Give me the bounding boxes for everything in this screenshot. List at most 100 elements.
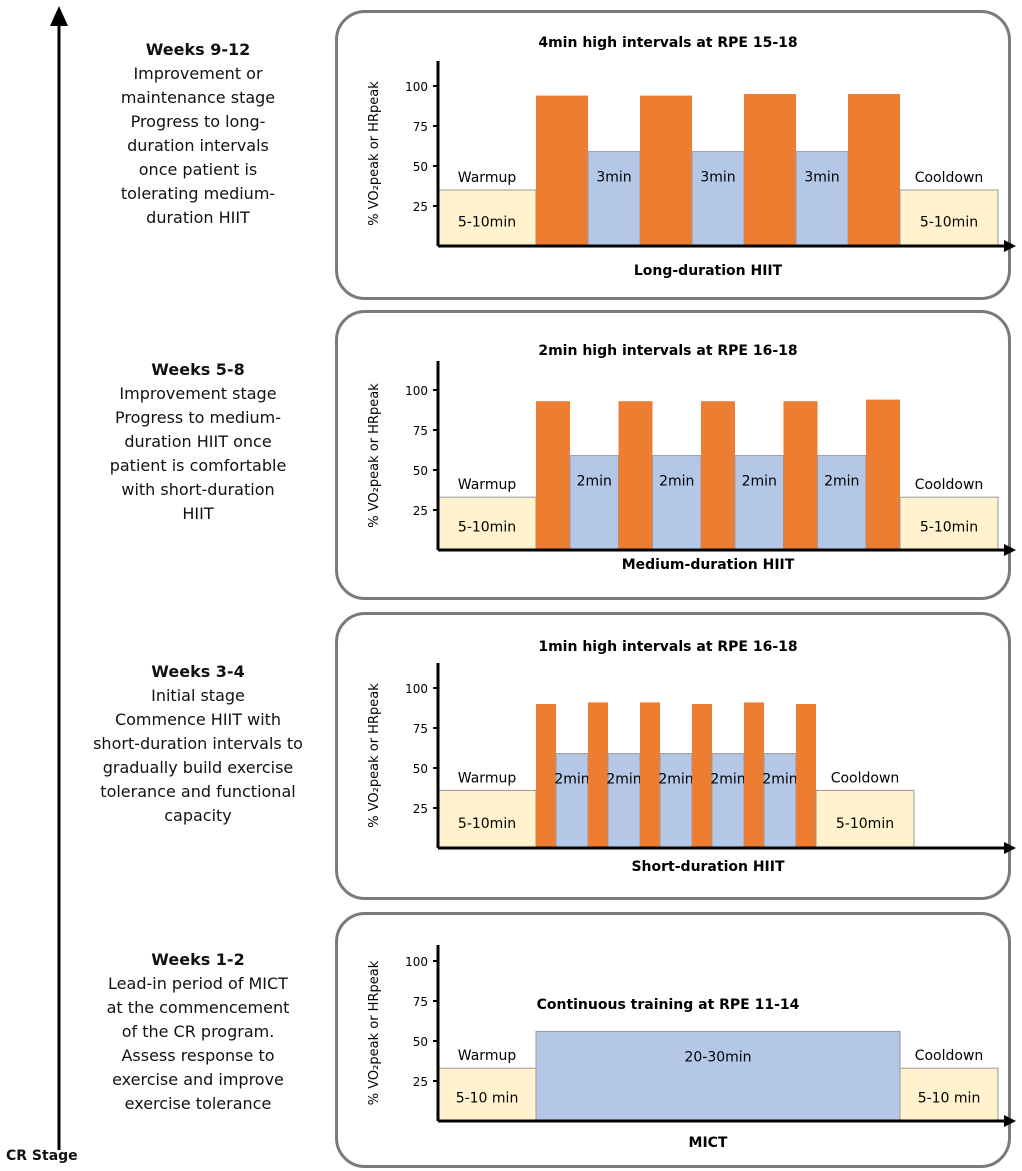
segment-duration-label: 2min [742,474,777,490]
segment-duration-label: 3min [596,170,631,186]
high-segment [744,702,764,848]
panel-header: 4min high intervals at RPE 15-18 [538,35,797,51]
y-tick-label: 100 [405,955,428,969]
segment-duration-label: 2min [554,772,589,788]
high-segment [692,704,712,848]
low-segment [711,753,745,849]
segment-duration-label: 2min [710,772,745,788]
y-tick-label: 75 [413,722,428,736]
high-segment [866,399,900,550]
warm-segment [899,1067,999,1122]
segment-duration-label: 5-10min [458,816,516,832]
segment-duration-label: 5-10min [920,214,978,230]
y-tick-label: 75 [413,995,428,1009]
x-axis-arrow-icon [1004,240,1016,252]
segment-duration-label: 2min [577,474,612,490]
y-tick-label: 50 [413,762,428,776]
low-segment [795,151,849,247]
stage-title: Weeks 9-12 [145,40,251,59]
high-segment [848,94,900,246]
protocol-diagram: Warmup 5-10 min 20-30min Cooldown 5-10 min 10… [367,945,1016,1151]
low-segment [691,151,745,247]
segment-duration-label: 5-10 min [456,1091,519,1107]
protocol-diagram: Warmup 5-10min 2min 2min 2min 2min Cooldown 5-1… [367,343,1016,573]
segment-top-label: Cooldown [915,170,984,186]
x-axis-label: Long-duration HIIT [634,263,783,279]
y-tick-label: 25 [413,200,428,214]
segment-duration-label: 5-10 min [918,1091,981,1107]
segment-duration-label: 2min [658,772,693,788]
y-tick-label: 75 [413,120,428,134]
y-tick-label: 25 [413,1075,428,1089]
axis-label-cr-stage: CR Stage [6,1148,78,1164]
y-tick-label: 50 [413,160,428,174]
stage-title: Weeks 3-4 [151,662,245,681]
y-axis-label: % VO₂peak or HRpeak [367,683,382,828]
low-segment [555,753,589,849]
stage-text-weeks-5-8: Weeks 5-8 Improvement stage Progress to … [64,358,332,526]
y-tick-label: 100 [405,682,428,696]
segment-duration-label: 2min [606,772,641,788]
segment-duration-label: 20-30min [684,1049,751,1065]
low-segment [607,753,641,849]
panel-header: Continuous training at RPE 11-14 [537,997,800,1013]
y-tick-label: 75 [413,424,428,438]
arrow-head-icon [50,6,68,26]
stage-description: Improvement stage Progress to medium- du… [109,384,287,523]
segment-top-label: Warmup [458,170,517,186]
stage-description: Improvement or maintenance stage Progres… [120,64,276,227]
stage-title: Weeks 5-8 [151,360,245,379]
y-tick-label: 50 [413,1035,428,1049]
high-segment [536,401,570,550]
high-segment [536,704,556,848]
low-segment [535,1030,901,1122]
low-segment [734,455,784,551]
segment-duration-label: 5-10min [836,816,894,832]
stage-description: Initial stage Commence HIIT with short-d… [93,686,303,825]
panel-mict: Warmup 5-10 min 20-30min Cooldown 5-10 min 10… [335,912,1016,1168]
segment-duration-label: 3min [700,170,735,186]
x-axis-label: Short-duration HIIT [631,859,785,875]
segment-top-label: Warmup [458,770,517,786]
low-segment [587,151,641,247]
panel-header: 2min high intervals at RPE 16-18 [538,343,797,359]
stage-text-weeks-3-4: Weeks 3-4 Initial stage Commence HIIT wi… [64,660,332,828]
y-axis-label: % VO₂peak or HRpeak [367,81,382,226]
high-segment [701,401,735,550]
y-tick-label: 50 [413,464,428,478]
x-axis-label: Medium-duration HIIT [622,557,795,573]
y-tick-label: 25 [413,802,428,816]
high-segment [640,702,660,848]
y-tick-label: 25 [413,504,428,518]
stage-description: Lead-in period of MICT at the commenceme… [106,974,290,1113]
low-segment [652,455,702,551]
high-segment [618,401,653,550]
high-segment [796,704,816,848]
x-axis-label: MICT [689,1135,728,1151]
warm-segment [899,189,999,247]
protocol-diagram: Warmup 5-10min 2min 2min 2min 2min 2min Cooldow… [367,639,1016,875]
segment-duration-label: 5-10min [458,214,516,230]
cr-stage-arrow [57,24,61,1150]
y-tick-label: 100 [405,384,428,398]
low-segment [569,455,619,551]
y-tick-label: 100 [405,80,428,94]
high-segment [536,95,588,246]
panel-long-duration-hiit: Warmup 5-10min 3min 3min 3min Cooldown 5-10min… [335,10,1016,300]
high-segment [640,95,692,246]
segment-duration-label: 2min [762,772,797,788]
y-axis-label: % VO₂peak or HRpeak [367,960,382,1105]
stage-text-weeks-9-12: Weeks 9-12 Improvement or maintenance st… [64,38,332,230]
segment-top-label: Warmup [458,477,517,493]
segment-duration-label: 5-10min [458,520,516,536]
panel-medium-duration-hiit: Warmup 5-10min 2min 2min 2min 2min Cooldown 5-1… [335,310,1016,600]
y-axis-label: % VO₂peak or HRpeak [367,383,382,528]
panel-header: 1min high intervals at RPE 16-18 [538,639,797,655]
panel-short-duration-hiit: Warmup 5-10min 2min 2min 2min 2min 2min Cooldow… [335,612,1016,900]
x-axis-arrow-icon [1004,842,1016,854]
warm-segment [899,496,999,551]
low-segment [763,753,797,849]
stage-title: Weeks 1-2 [151,950,245,969]
segment-top-label: Cooldown [915,1048,984,1064]
stage-text-weeks-1-2: Weeks 1-2 Lead-in period of MICT at the … [64,948,332,1116]
